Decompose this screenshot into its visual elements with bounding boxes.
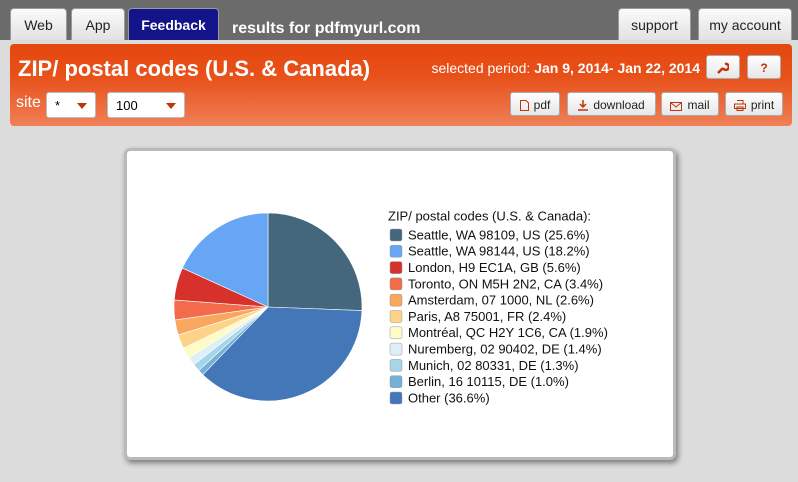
mail-button[interactable]: mail [661, 92, 719, 116]
tab-feedback[interactable]: Feedback [128, 8, 219, 40]
download-button[interactable]: download [567, 92, 656, 116]
chart-card: ZIP/ postal codes (U.S. & Canada): Seatt… [124, 148, 676, 460]
results-text: results for pdfmyurl.com [232, 20, 421, 37]
legend-swatch [389, 228, 403, 242]
print-button[interactable]: print [725, 92, 783, 116]
legend-label: Amsterdam, 07 1000, NL (2.6%) [408, 293, 594, 308]
legend-title: ZIP/ postal codes (U.S. & Canada): [388, 208, 591, 223]
pdf-button[interactable]: pdf [510, 92, 560, 116]
mail-label: mail [687, 98, 710, 112]
legend-swatch [389, 359, 403, 372]
legend-label: Toronto, ON M5H 2N2, CA (3.4%) [408, 276, 603, 291]
top-bar: Web App Feedback results for pdfmyurl.co… [0, 0, 798, 40]
period-label: selected period: [431, 60, 531, 76]
legend-swatch [389, 310, 403, 323]
pie-slice [202, 306, 363, 402]
pie-chart: ZIP/ postal codes (U.S. & Canada): Seatt… [173, 208, 608, 405]
download-label: download [593, 98, 645, 112]
print-label: print [750, 98, 775, 112]
site-label: site [16, 94, 41, 111]
legend-swatch [389, 375, 403, 388]
legend-label: Munich, 02 80331, DE (1.3%) [408, 358, 579, 373]
limit-select[interactable]: 100 [107, 92, 185, 118]
tab-app[interactable]: App [71, 8, 125, 40]
site-select[interactable]: * [46, 92, 96, 118]
period-value: Jan 9, 2014- Jan 22, 2014 [534, 60, 700, 76]
header-panel: ZIP/ postal codes (U.S. & Canada) select… [10, 44, 792, 126]
report-title: ZIP/ postal codes (U.S. & Canada) [18, 56, 371, 81]
tab-web[interactable]: Web [10, 8, 67, 40]
legend-label: Nuremberg, 02 90402, DE (1.4%) [408, 342, 602, 357]
help-button[interactable]: ? [747, 55, 781, 79]
site-value: * [55, 98, 61, 113]
settings-button[interactable] [706, 55, 740, 79]
legend-swatch [389, 342, 403, 356]
legend-label: Seattle, WA 98109, US (25.6%) [408, 227, 590, 242]
pie-slice [182, 212, 269, 308]
legend-label: Other (36.6%) [408, 390, 490, 405]
legend-label: Montréal, QC H2Y 1C6, CA (1.9%) [408, 325, 608, 340]
legend-swatch [389, 326, 403, 340]
pie-slice [267, 212, 363, 311]
legend-label: Seattle, WA 98144, US (18.2%) [408, 244, 590, 259]
support-link[interactable]: support [618, 8, 691, 40]
legend-label: London, H9 EC1A, GB (5.6%) [408, 260, 581, 275]
account-link[interactable]: my account [698, 8, 792, 40]
legend-swatch [389, 245, 403, 258]
legend-swatch [389, 261, 403, 274]
pdf-label: pdf [533, 98, 551, 112]
limit-value: 100 [116, 98, 138, 113]
legend-swatch [389, 277, 403, 291]
legend-swatch [389, 293, 403, 307]
legend-label: Paris, A8 75001, FR (2.4%) [408, 309, 566, 324]
legend-label: Berlin, 16 10115, DE (1.0%) [408, 374, 569, 389]
period: selected period: Jan 9, 2014- Jan 22, 20… [431, 60, 700, 76]
legend-swatch [389, 391, 403, 405]
